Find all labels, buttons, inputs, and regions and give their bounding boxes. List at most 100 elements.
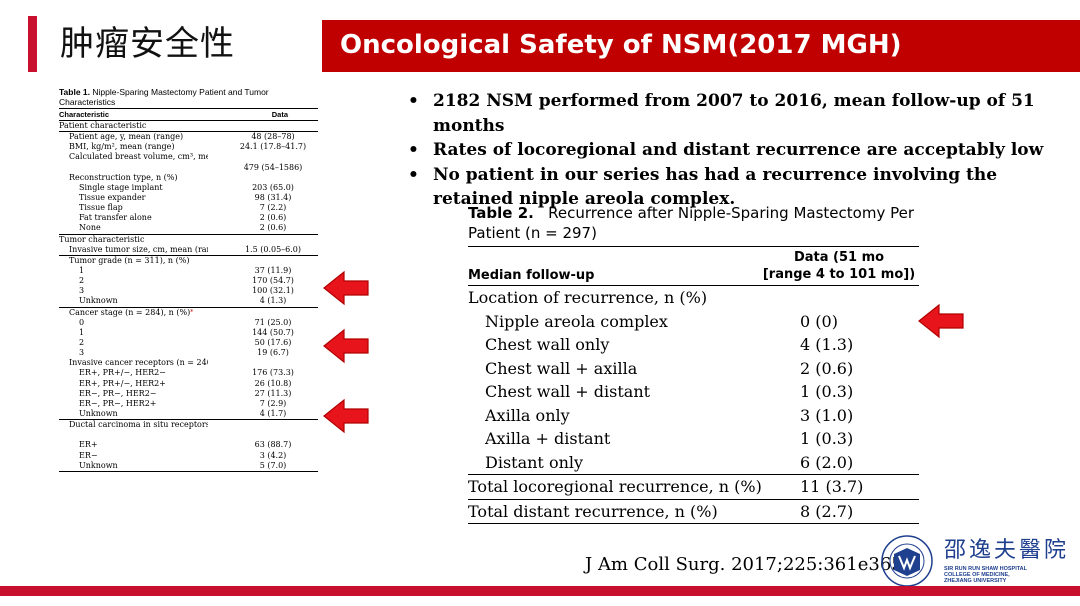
row-value: 1 (0.3) [800,382,854,401]
row-label: ER−, PR−, HER2+ [79,398,157,408]
table-row: Tissue expander 98 (31.4) [59,193,318,203]
row-label: Axilla only [485,405,570,425]
table-row: Distant only 6 (2.0) [468,451,919,475]
table-row: BMI, kg/m², mean (range) 24.1 (17.8–41.7) [59,142,318,152]
row-label: ER+, PR+/−, HER2− [79,368,166,378]
row-value: 26 (10.8) [254,378,292,388]
table-2-head-right: Data (51 mo [range 4 to 101 mo]) [762,250,916,282]
row-label: Reconstruction type, n (%) [69,172,178,182]
table-row: 2 170 (54.7) [59,276,318,286]
row-label: ER+ [79,440,98,450]
row-label: None [79,223,101,233]
row-label: Unknown [79,408,118,418]
red-arrow-icon [918,303,964,339]
row-label: Distant only [485,452,584,472]
row-value [208,420,318,440]
row-value [208,173,318,183]
table-1: Table 1. Nipple-Sparing Mastectomy Patie… [59,87,318,472]
table-2-caption-label: Table 2. [468,204,534,222]
row-label: 3 [79,348,85,358]
row-value: 176 (73.3) [252,368,294,378]
table-1-caption-label: Table 1. [59,87,91,97]
table-row: ER− 3 (4.2) [59,451,318,461]
row-value: 4 (1.3) [259,296,287,306]
row-label: 3 [79,286,85,296]
table-1-col-data: Data [271,110,288,119]
table-row: Tumor grade (n = 311), n (%) [59,256,318,266]
row-label: Chest wall + axilla [485,358,638,378]
row-label: 2 [79,337,85,347]
table-row: ER+, PR+/−, HER2+ 26 (10.8) [59,379,318,389]
row-value: 8 (2.7) [800,501,854,521]
row-value: 50 (17.6) [254,337,292,347]
row-value: 4 (1.7) [259,408,287,418]
table-2-head-left: Median follow-up [468,268,595,283]
table-row: 3 19 (6.7) [59,348,318,358]
table-row: Calculated breast volume, cm³, mean (ran… [59,152,318,172]
title-accent-bar [28,16,37,72]
row-label: Nipple areola complex [485,311,668,331]
table-row: ER−, PR−, HER2+ 7 (2.9) [59,399,318,409]
row-value: 479 (54–1586) [243,162,303,172]
row-label: ER+, PR+/−, HER2+ [79,378,166,388]
row-value: 203 (65.0) [252,182,294,192]
row-value: 24.1 (17.8–41.7) [239,142,307,152]
table-1-col-characteristic: Characteristic [59,110,110,119]
table-row: Unknown 5 (7.0) [59,461,318,471]
table-1-caption-text: Nipple-Sparing Mastectomy Patient and Tu… [59,87,269,107]
table-row: ER−, PR−, HER2− 27 (11.3) [59,389,318,399]
hospital-name-line3: ZHEJIANG UNIVERSITY [944,578,1007,584]
table-2-body: Location of recurrence, n (%) Nipple areo… [468,286,919,524]
table-row: ER+, PR+/−, HER2− 176 (73.3) [59,368,318,378]
table-2-caption-text: Recurrence after Nipple-Sparing Mastecto… [468,204,914,242]
slide-title-chinese: 肿瘤安全性 [60,24,235,64]
row-label: Location of recurrence, n (%) [468,288,708,307]
row-value: 11 (3.7) [800,477,864,496]
title-banner [322,20,1080,70]
row-label: Axilla + distant [485,429,611,448]
red-arrow-icon [323,328,369,364]
table-row: Invasive tumor size, cm, mean (range)* 1.… [59,245,318,256]
table-row: Chest wall + distant 1 (0.3) [468,380,919,404]
table-row: 0 71 (25.0) [59,318,318,328]
red-arrow-icon [323,270,369,306]
table-row: Reconstruction type, n (%) [59,173,318,183]
row-value: 27 (11.3) [254,388,292,398]
row-label: Single stage implant [79,182,163,192]
row-value: 2 (0.6) [259,213,287,223]
row-value: 7 (2.2) [259,203,287,213]
title-underline [322,70,1080,72]
table-row: 3 100 (32.1) [59,286,318,296]
row-value [208,121,318,131]
row-label: Tumor grade (n = 311), n (%) [69,255,190,265]
table-2: Median follow-up Data (51 mo [range 4 to… [468,246,919,524]
hospital-seal-icon [881,535,933,587]
row-label: Calculated breast volume, cm³, mean (ran… [69,152,208,162]
row-label: Unknown [79,296,118,306]
row-value: 3 (1.0) [800,405,854,425]
table-row: Tissue flap 7 (2.2) [59,203,318,213]
table-row: Unknown 4 (1.7) [59,408,318,421]
footer-bar [0,586,1080,596]
table-row: Unknown 4 (1.3) [59,296,318,308]
row-label: 1 [79,265,85,275]
table-1-header: Characteristic Data [59,108,318,121]
row-label: Patient characteristic [59,121,147,130]
row-value: 5 (7.0) [259,460,287,470]
row-value: 2 (0.6) [259,223,287,233]
row-label: Tissue flap [79,203,123,213]
table-row: Location of recurrence, n (%) [468,286,919,310]
row-label: 0 [79,317,85,327]
row-value: 1.5 (0.05–6.0) [244,244,302,254]
table-row: 1 144 (50.7) [59,328,318,338]
row-value: 48 (28–78) [251,132,295,142]
citation: J Am Coll Surg. 2017;225:361e365. [585,554,909,575]
row-label: 2 [79,276,85,286]
row-label: Invasive tumor size, cm, mean (range)* [69,244,208,254]
table-row: Axilla + distant 1 (0.3) [468,427,919,451]
table-row: Patient characteristic [59,121,318,133]
table-row: Chest wall only 4 (1.3) [468,333,919,357]
row-value: 71 (25.0) [254,317,292,327]
table-row: ER+ 63 (88.7) [59,440,318,450]
table-2-caption: Table 2. Recurrence after Nipple-Sparing… [468,203,928,243]
